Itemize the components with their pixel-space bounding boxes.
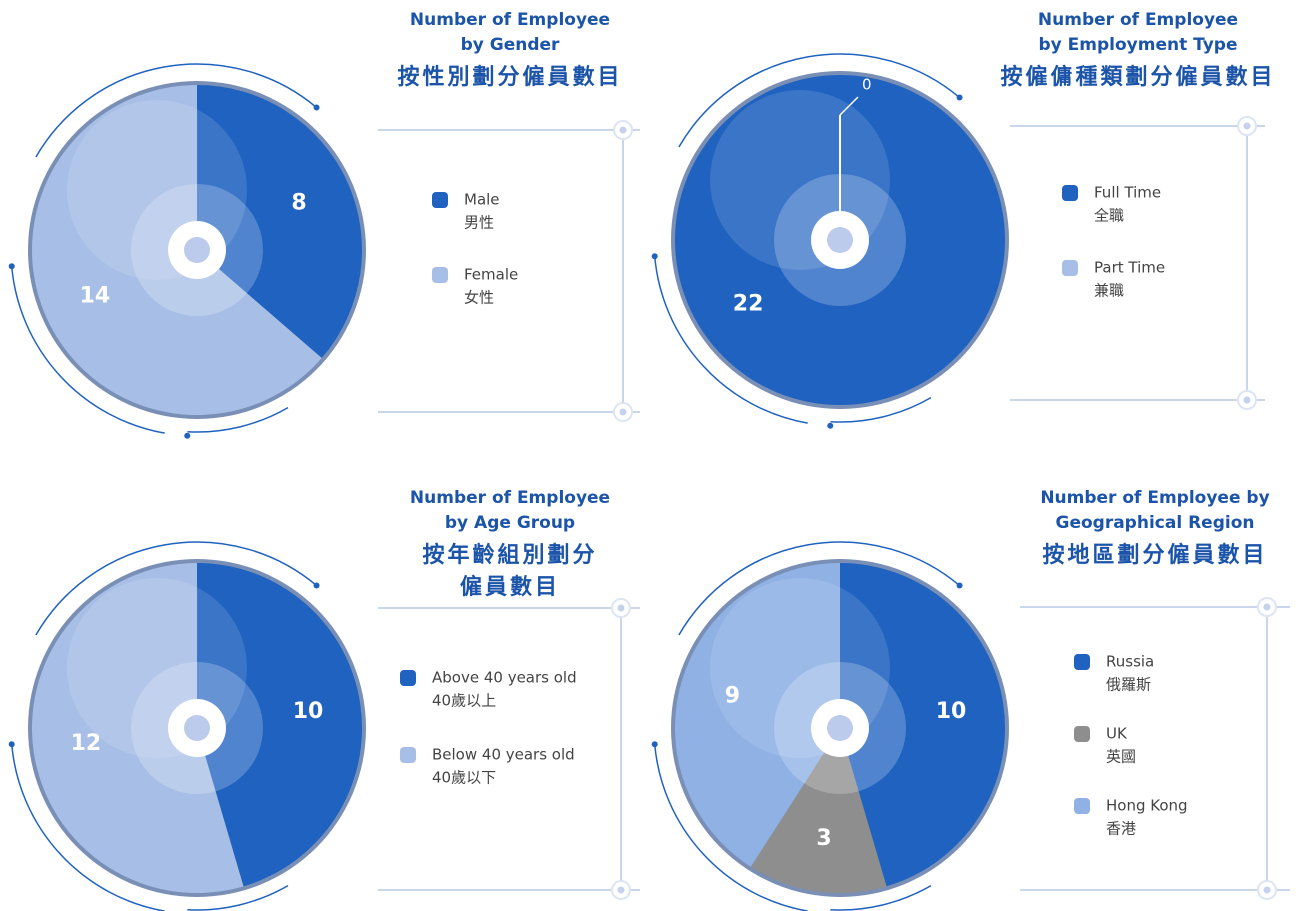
legend-label-zh: 英國 [1106,748,1136,766]
value-label: 9 [725,683,740,708]
legend-label-zh: 男性 [464,214,494,232]
deco-dot [956,582,963,589]
legend-swatch [432,192,448,208]
bracket-node-dot [617,604,625,612]
value-label: 10 [293,699,324,724]
legend-label: Part Time [1094,259,1165,277]
deco-dot [313,582,320,589]
bracket-node-dot [1263,886,1271,894]
deco-arc [653,256,808,424]
center-dot [827,227,853,253]
legend-swatch [432,267,448,283]
legend-label: Russia [1106,653,1154,671]
chart-title: Number of Employee [1038,10,1238,30]
pie-slice [31,563,244,894]
legend-label-zh: 全職 [1094,207,1124,225]
legend-label: UK [1106,725,1128,743]
chart-subtitle: 僱員數目 [460,574,560,600]
value-label: 3 [816,826,831,851]
deco-dot [827,422,834,429]
value-label: 8 [291,190,306,215]
deco-arc [830,884,932,911]
deco-arc [830,396,932,423]
deco-dot [956,94,963,101]
chart-subtitle: 按性別劃分僱員數目 [397,64,622,90]
center-dot [184,715,210,741]
legend-label: Full Time [1094,184,1161,202]
deco-dot [8,741,15,748]
legend-label-zh: 兼職 [1094,282,1124,300]
chart-title: by Gender [461,35,560,55]
pie-slice [750,728,887,893]
legend-label-zh: 香港 [1106,820,1136,838]
legend-label: Hong Kong [1106,797,1188,815]
deco-dot [651,253,658,260]
bracket-node-dot [619,408,627,416]
value-label: 14 [80,284,111,309]
chart-title: by Age Group [445,513,575,533]
deco-arc [187,406,289,433]
legend-swatch [1062,260,1078,276]
center-dot [184,237,210,263]
deco-arc [10,266,165,434]
legend-swatch [1074,798,1090,814]
value-label: 0 [862,76,872,94]
value-label: 10 [936,699,967,724]
deco-arc [187,884,289,911]
bracket-node-dot [619,126,627,134]
deco-arc [678,53,961,148]
bracket-node-dot [1263,603,1271,611]
center-dot [827,715,853,741]
legend-swatch [1062,185,1078,201]
value-label: 12 [71,731,102,756]
legend-label: Female [464,266,518,284]
bracket-node-dot [1243,396,1251,404]
chart-title: by Employment Type [1038,35,1237,55]
deco-arc [653,744,808,911]
deco-arc [678,541,961,636]
chart-title: Geographical Region [1056,513,1255,533]
chart-title: Number of Employee [410,488,610,508]
pie-slice [840,563,1005,887]
bracket-node-dot [617,886,625,894]
deco-dot [8,263,15,270]
deco-arc [35,63,318,158]
deco-dot [651,741,658,748]
legend-label-zh: 40歲以下 [432,769,496,787]
pie-slice [197,563,362,887]
leader-line [839,96,859,116]
chart-subtitle: 按地區劃分僱員數目 [1042,542,1267,568]
legend-swatch [1074,726,1090,742]
deco-arc [10,744,165,911]
legend-swatch [400,747,416,763]
legend-swatch [1074,654,1090,670]
legend-label-zh: 俄羅斯 [1106,676,1151,694]
bracket-node-dot [1243,122,1251,130]
legend-label: Male [464,191,500,209]
deco-dot [313,104,320,111]
pie-slice [675,563,840,867]
legend-label-zh: 40歲以上 [432,692,496,710]
deco-arc [35,541,318,636]
chart-subtitle: 按僱傭種類劃分僱員數目 [1000,64,1275,90]
chart-title: Number of Employee by [1040,488,1269,508]
legend-swatch [400,670,416,686]
legend-label-zh: 女性 [464,289,494,307]
chart-title: Number of Employee [410,10,610,30]
deco-dot [184,432,191,439]
chart-subtitle: 按年齡組別劃分 [422,542,597,568]
pie-slice [197,85,362,359]
value-label: 22 [733,291,764,316]
legend-label: Above 40 years old [432,669,577,687]
legend-label: Below 40 years old [432,746,575,764]
